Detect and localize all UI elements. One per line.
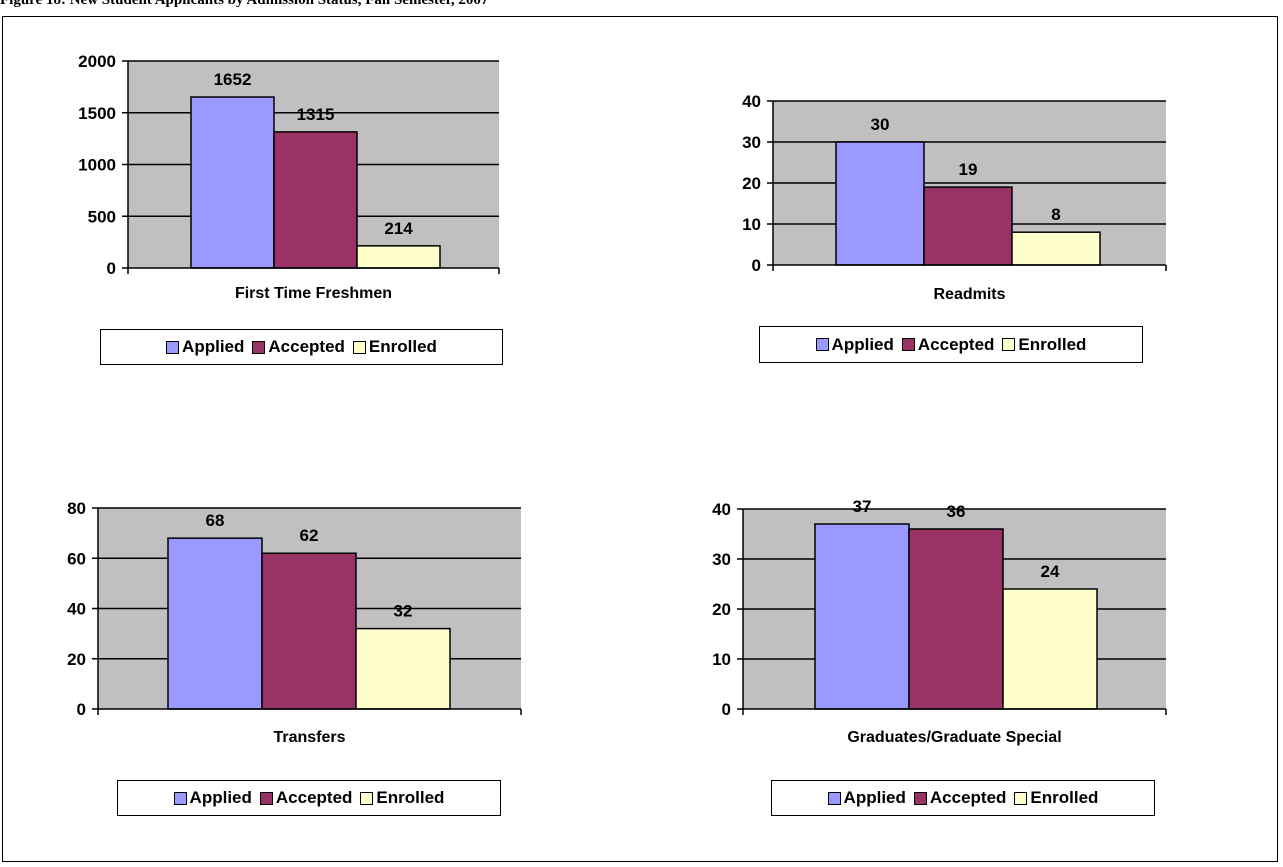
legend-item-applied: Applied: [173, 788, 252, 808]
y-tick-label: 10: [742, 215, 761, 234]
legend-item-accepted: Accepted: [901, 334, 995, 355]
y-tick-label: 20: [67, 650, 86, 669]
legend-item-enrolled: Enrolled: [360, 788, 444, 808]
legend-label: Applied: [843, 788, 906, 807]
legend-swatch: [166, 340, 180, 354]
legend-label: Accepted: [929, 788, 1007, 807]
y-tick-label: 1500: [78, 104, 116, 123]
y-tick-label: 20: [712, 600, 731, 619]
y-tick-label: 40: [712, 500, 731, 519]
data-label-accepted: 62: [300, 526, 319, 545]
chart-title: Graduates/Graduate Special: [847, 729, 1062, 746]
legend-label: Enrolled: [1030, 788, 1099, 807]
legend-label: Applied: [831, 334, 894, 354]
page-title: Figure 18: New Student Applicants by Adm…: [0, 0, 489, 8]
bar-accepted: [273, 131, 358, 269]
y-tick-label: 0: [107, 259, 116, 278]
data-label-accepted: 1315: [297, 105, 335, 124]
legend-swatch: [913, 791, 927, 805]
y-tick-label: 0: [752, 256, 761, 275]
legend-swatch: [1002, 338, 1016, 351]
legend-swatch: [259, 791, 273, 805]
legend: Applied Accepted Enrolled: [100, 329, 503, 365]
legend-swatch: [901, 338, 915, 351]
legend-item-enrolled: Enrolled: [352, 337, 437, 357]
y-tick-label: 10: [712, 650, 731, 669]
chart-svg-first-time-freshmen: 0 500 1000 1500 2000 1652 1315 214: [78, 52, 500, 278]
legend-label: Enrolled: [368, 337, 437, 356]
y-tick-label: 0: [722, 700, 731, 719]
data-label-applied: 37: [853, 497, 872, 516]
legend-label: Applied: [189, 788, 252, 807]
legend-item-accepted: Accepted: [913, 788, 1007, 808]
legend-swatch: [1014, 791, 1028, 805]
chart-svg-readmits: 0 10 20 30 40 30 19 8: [742, 92, 1167, 275]
data-label-applied: 68: [206, 511, 225, 530]
bar-applied: [835, 141, 925, 266]
legend-swatch: [352, 340, 366, 354]
legend-label: Enrolled: [376, 788, 445, 807]
y-tick-label: 1000: [78, 156, 116, 175]
legend-item-enrolled: Enrolled: [1002, 335, 1086, 355]
bar-applied: [190, 96, 275, 269]
data-label-accepted: 19: [959, 160, 978, 179]
y-tick-label: 2000: [78, 52, 116, 71]
bar-accepted: [908, 528, 1004, 710]
legend: Applied Accepted Enrolled: [771, 780, 1155, 816]
legend: Applied Accepted Enrolled: [759, 326, 1143, 363]
data-label-accepted: 36: [947, 502, 966, 521]
legend-swatch: [173, 791, 187, 805]
chart-title: Readmits: [933, 286, 1006, 303]
data-label-enrolled: 214: [384, 219, 413, 238]
legend-item-accepted: Accepted: [252, 337, 345, 357]
legend-label: Enrolled: [1018, 334, 1087, 354]
data-label-applied: 1652: [214, 70, 252, 89]
data-label-applied: 30: [871, 115, 890, 134]
legend: Applied Accepted Enrolled: [117, 780, 501, 816]
bar-applied: [814, 523, 910, 710]
legend-item-applied: Applied: [166, 337, 244, 357]
chart-title: First Time Freshmen: [234, 285, 393, 302]
figure-frame: 0 500 1000 1500 2000 1652 1315 214 First Time F…: [2, 16, 1278, 862]
data-label-enrolled: 32: [394, 602, 413, 621]
legend-swatch: [252, 340, 266, 354]
data-label-enrolled: 24: [1041, 562, 1060, 581]
legend-item-applied: Applied: [827, 788, 906, 808]
y-tick-label: 0: [77, 700, 86, 719]
data-label-enrolled: 8: [1051, 205, 1060, 224]
legend-swatch: [827, 791, 841, 805]
legend-swatch: [360, 791, 374, 805]
y-tick-label: 40: [742, 92, 761, 111]
y-tick-label: 80: [67, 499, 86, 518]
legend-swatch: [815, 338, 829, 351]
bar-accepted: [923, 186, 1013, 266]
y-tick-label: 30: [742, 133, 761, 152]
bar-enrolled: [355, 627, 451, 710]
legend-item-enrolled: Enrolled: [1014, 788, 1098, 808]
bar-enrolled: [1002, 588, 1098, 710]
chart-title: Transfers: [273, 729, 346, 746]
legend-label: Accepted: [917, 334, 995, 354]
y-tick-label: 500: [88, 207, 116, 226]
legend-item-applied: Applied: [815, 334, 894, 355]
legend-label: Accepted: [268, 337, 345, 356]
legend-label: Applied: [182, 337, 245, 356]
y-tick-label: 60: [67, 549, 86, 568]
y-tick-label: 30: [712, 550, 731, 569]
legend-item-accepted: Accepted: [259, 788, 353, 808]
y-tick-label: 40: [67, 600, 86, 619]
chart-svg-transfers: 0 20 40 60 80 68 62 32: [67, 499, 522, 719]
y-tick-label: 20: [742, 174, 761, 193]
bar-applied: [167, 537, 263, 710]
legend-label: Accepted: [275, 788, 353, 807]
chart-svg-graduates: 0 10 20 30 40 37 36 24: [712, 497, 1167, 719]
